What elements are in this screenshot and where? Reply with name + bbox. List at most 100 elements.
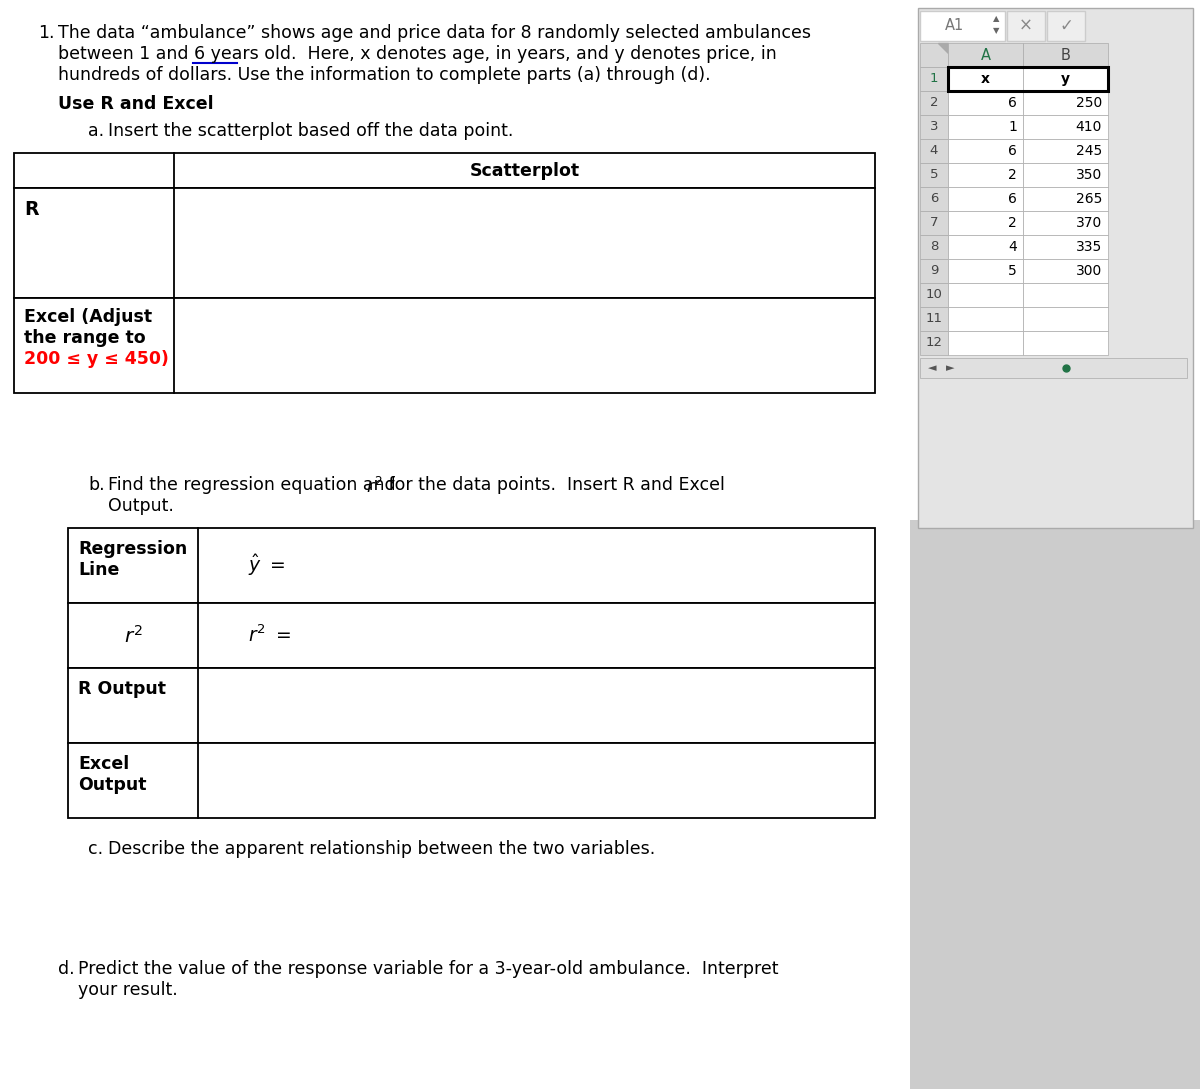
Text: 6: 6 [1008, 96, 1018, 110]
Text: d.: d. [58, 960, 74, 978]
Text: 6: 6 [930, 193, 938, 206]
Text: 350: 350 [1075, 168, 1102, 182]
Bar [920, 68, 948, 91]
Bar [14, 298, 875, 393]
Text: $\hat{y}\ =$: $\hat{y}\ =$ [248, 552, 286, 578]
Bar [1022, 91, 1108, 115]
Bar [1022, 331, 1108, 355]
Text: 9: 9 [930, 265, 938, 278]
Text: for the data points.  Insert R and Excel: for the data points. Insert R and Excel [383, 476, 725, 494]
Text: ▼: ▼ [994, 26, 1000, 36]
Bar [948, 68, 1108, 91]
Bar [920, 307, 948, 331]
Text: $r^2$: $r^2$ [366, 477, 383, 497]
Bar [920, 187, 948, 211]
Bar [14, 152, 875, 188]
Bar [918, 8, 1193, 528]
Text: x: x [982, 72, 990, 86]
Bar [1022, 307, 1108, 331]
Text: ✓: ✓ [1060, 17, 1073, 35]
Text: 5: 5 [930, 169, 938, 182]
Text: The data “ambulance” shows age and price data for 8 randomly selected ambulances: The data “ambulance” shows age and price… [58, 24, 811, 42]
Bar [948, 283, 1022, 307]
Text: 4: 4 [1008, 240, 1018, 254]
Text: $r^2$: $r^2$ [124, 625, 143, 647]
Bar [948, 115, 1022, 139]
Bar [920, 235, 948, 259]
Text: ►: ► [946, 363, 954, 374]
Bar [1022, 42, 1108, 68]
Text: 10: 10 [925, 289, 942, 302]
Text: 245: 245 [1075, 144, 1102, 158]
Text: 7: 7 [930, 217, 938, 230]
Bar [68, 743, 875, 818]
Bar [68, 603, 875, 668]
Text: Excel (Adjust: Excel (Adjust [24, 308, 152, 326]
Text: ×: × [1019, 17, 1033, 35]
Bar [1022, 187, 1108, 211]
Bar [1022, 163, 1108, 187]
Text: y: y [1061, 72, 1070, 86]
Bar [920, 91, 948, 115]
Text: 1.: 1. [38, 24, 54, 42]
Bar [948, 187, 1022, 211]
Text: Find the regression equation and: Find the regression equation and [108, 476, 401, 494]
Text: 4: 4 [930, 145, 938, 158]
Text: R Output: R Output [78, 680, 166, 698]
Polygon shape [938, 42, 948, 53]
Text: Predict the value of the response variable for a 3-year-old ambulance.  Interpre: Predict the value of the response variab… [78, 960, 779, 978]
Bar [948, 307, 1022, 331]
Text: ◄: ◄ [928, 363, 936, 374]
Bar [948, 211, 1022, 235]
Bar [1022, 115, 1108, 139]
Text: 370: 370 [1075, 216, 1102, 230]
Text: Line: Line [78, 561, 119, 579]
Bar [1046, 11, 1085, 41]
Bar [920, 139, 948, 163]
Bar [920, 259, 948, 283]
Bar [1007, 11, 1045, 41]
Text: 6: 6 [1008, 192, 1018, 206]
Text: $r^2\ =$: $r^2\ =$ [248, 625, 290, 646]
Text: 300: 300 [1075, 264, 1102, 278]
Bar [948, 259, 1022, 283]
Bar [920, 283, 948, 307]
Bar [910, 521, 1200, 1089]
Bar [68, 668, 875, 743]
Bar [920, 331, 948, 355]
Bar [920, 358, 1187, 378]
Text: A: A [980, 48, 990, 62]
Bar [920, 11, 1006, 41]
Bar [1022, 283, 1108, 307]
Text: b.: b. [88, 476, 104, 494]
Text: 5: 5 [1008, 264, 1018, 278]
Text: 250: 250 [1075, 96, 1102, 110]
Text: 3: 3 [930, 121, 938, 134]
Text: 12: 12 [925, 337, 942, 350]
Bar [948, 163, 1022, 187]
Text: 2: 2 [1008, 168, 1018, 182]
Text: 11: 11 [925, 313, 942, 326]
Text: A1: A1 [944, 19, 964, 34]
Text: Describe the apparent relationship between the two variables.: Describe the apparent relationship betwe… [108, 840, 655, 858]
Bar [1022, 139, 1108, 163]
Text: your result.: your result. [78, 981, 178, 999]
Bar [1022, 259, 1108, 283]
Text: a.: a. [88, 122, 104, 140]
Bar [948, 139, 1022, 163]
Text: 6: 6 [1008, 144, 1018, 158]
Bar [14, 188, 875, 298]
Bar [920, 42, 948, 68]
Text: 2: 2 [930, 97, 938, 110]
Bar [948, 42, 1022, 68]
Text: between 1 and 6 years old.  Here, x denotes age, in years, and y denotes price, : between 1 and 6 years old. Here, x denot… [58, 45, 776, 63]
Text: 1: 1 [930, 73, 938, 86]
Text: Output.: Output. [108, 497, 174, 515]
Text: 410: 410 [1075, 120, 1102, 134]
Text: ▲: ▲ [994, 14, 1000, 24]
Text: Output: Output [78, 776, 146, 794]
Text: 265: 265 [1075, 192, 1102, 206]
Bar [1022, 211, 1108, 235]
Text: 1: 1 [1008, 120, 1018, 134]
Bar [948, 331, 1022, 355]
